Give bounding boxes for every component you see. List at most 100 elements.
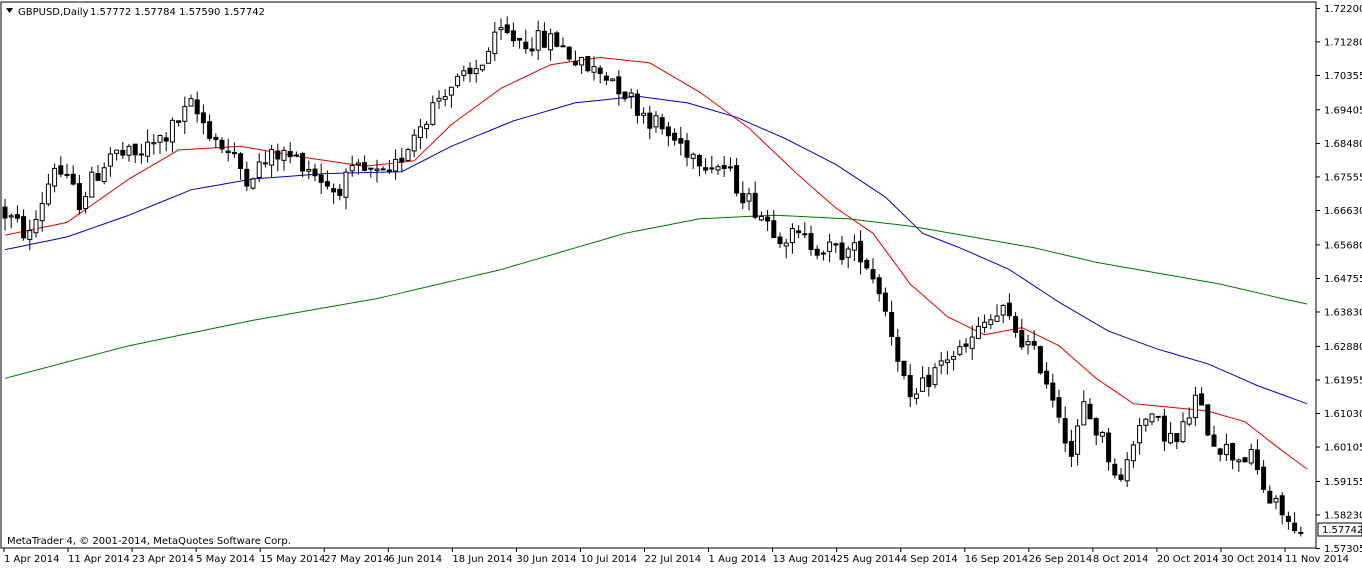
candle-bull <box>182 106 188 122</box>
candle-bear <box>1174 433 1180 443</box>
candle-bull <box>548 33 554 51</box>
candle-bear <box>833 243 839 246</box>
candle-bull <box>1192 394 1198 419</box>
y-tick-label: 1.61030 <box>1324 409 1362 420</box>
ohlc-label: 1.57772 1.57784 1.57590 1.57742 <box>90 7 265 18</box>
candle-bear <box>219 139 225 150</box>
candle-bear <box>1006 302 1012 317</box>
candle-bear <box>926 374 932 388</box>
candle-bear <box>194 99 200 115</box>
candle-bull <box>932 367 938 385</box>
candle-bull <box>628 92 634 97</box>
candle-bear <box>802 233 808 236</box>
candle-bear <box>721 164 727 170</box>
candle-bull <box>486 50 492 64</box>
candle-bear <box>1254 449 1260 471</box>
candle-bull <box>1143 418 1149 426</box>
candle-bear <box>870 269 876 280</box>
candle-bull <box>994 315 1000 322</box>
x-tick-label: 26 Sep 2014 <box>1029 554 1092 565</box>
candle-bull <box>1000 304 1006 316</box>
candle-bull <box>498 27 504 31</box>
candle-bear <box>163 137 169 142</box>
candle-bull <box>461 70 467 76</box>
candle-bear <box>523 41 529 50</box>
moving-average-line-2 <box>4 95 1308 405</box>
candle-bull <box>151 142 157 145</box>
candle-bear <box>1093 418 1099 436</box>
y-tick-label: 1.71280 <box>1324 37 1362 48</box>
candle-bear <box>907 374 913 398</box>
y-tick-label: 1.69405 <box>1324 105 1362 116</box>
current-price-box <box>1317 522 1362 537</box>
candle-bear <box>1211 434 1217 447</box>
y-tick-label: 1.67555 <box>1324 172 1362 183</box>
candle-bull <box>746 193 752 202</box>
y-tick-label: 1.59155 <box>1324 477 1362 488</box>
candle-bear <box>647 112 653 129</box>
candle-bear <box>895 336 901 362</box>
candle-bear <box>603 75 609 81</box>
y-tick-label: 1.63830 <box>1324 307 1362 318</box>
candle-bull <box>188 98 194 107</box>
candle-bear <box>1112 463 1118 476</box>
x-tick-label: 15 May 2014 <box>260 554 325 565</box>
candle-bull <box>913 393 919 399</box>
candle-bull <box>982 321 988 329</box>
candle-bull <box>45 183 51 205</box>
candle-bear <box>808 233 814 251</box>
candle-bull <box>610 78 616 82</box>
candle-bear <box>380 168 386 171</box>
candle-bull <box>1236 459 1242 463</box>
candle-bull <box>114 149 120 154</box>
candle-bear <box>287 150 293 158</box>
candle-bull <box>64 173 70 176</box>
candle-bear <box>200 112 206 124</box>
x-tick-label: 4 Sep 2014 <box>901 554 958 565</box>
candle-bull <box>262 162 268 165</box>
candle-bear <box>138 153 144 156</box>
candle-bear <box>814 248 820 256</box>
candle-bull <box>1099 431 1105 437</box>
candle-bear <box>510 30 516 42</box>
y-tick-label: 1.61955 <box>1324 375 1362 386</box>
candle-bear <box>132 143 138 156</box>
candle-bull <box>349 165 355 172</box>
x-tick-label: 30 Jun 2014 <box>516 554 576 565</box>
candle-bear <box>517 37 523 41</box>
candle-bull <box>988 319 994 325</box>
candle-bull <box>269 148 275 166</box>
candle-bull <box>8 215 14 218</box>
candle-bear <box>14 214 20 219</box>
candle-bear <box>76 183 82 211</box>
candle-bear <box>399 157 405 163</box>
candle-bear <box>622 91 628 100</box>
candle-bear <box>1161 415 1167 442</box>
candle-bear <box>1285 515 1291 522</box>
candle-bull <box>938 360 944 366</box>
candle-bull <box>256 161 262 179</box>
candle-bear <box>864 259 870 269</box>
candle-bear <box>1068 440 1074 457</box>
candle-bear <box>300 153 306 172</box>
candle-bull <box>52 167 58 187</box>
candle-bull <box>727 166 733 169</box>
candle-bull <box>355 162 361 166</box>
candle-bear <box>839 242 845 260</box>
symbol-label: GBPUSD,Daily <box>18 7 89 18</box>
triangle-down-icon[interactable] <box>6 8 13 13</box>
candle-bear <box>120 149 126 156</box>
candle-bear <box>1056 397 1062 418</box>
candle-bear <box>597 67 603 74</box>
candle-bear <box>734 165 740 194</box>
candle-bear <box>709 167 715 170</box>
y-tick-label: 1.72200 <box>1324 4 1362 15</box>
candle-bear <box>1217 448 1223 455</box>
candle-bear <box>95 173 101 181</box>
candle-bull <box>479 64 485 71</box>
candle-bull <box>492 31 498 55</box>
candle-bear <box>703 167 709 171</box>
moving-average-line-3 <box>4 214 1308 379</box>
